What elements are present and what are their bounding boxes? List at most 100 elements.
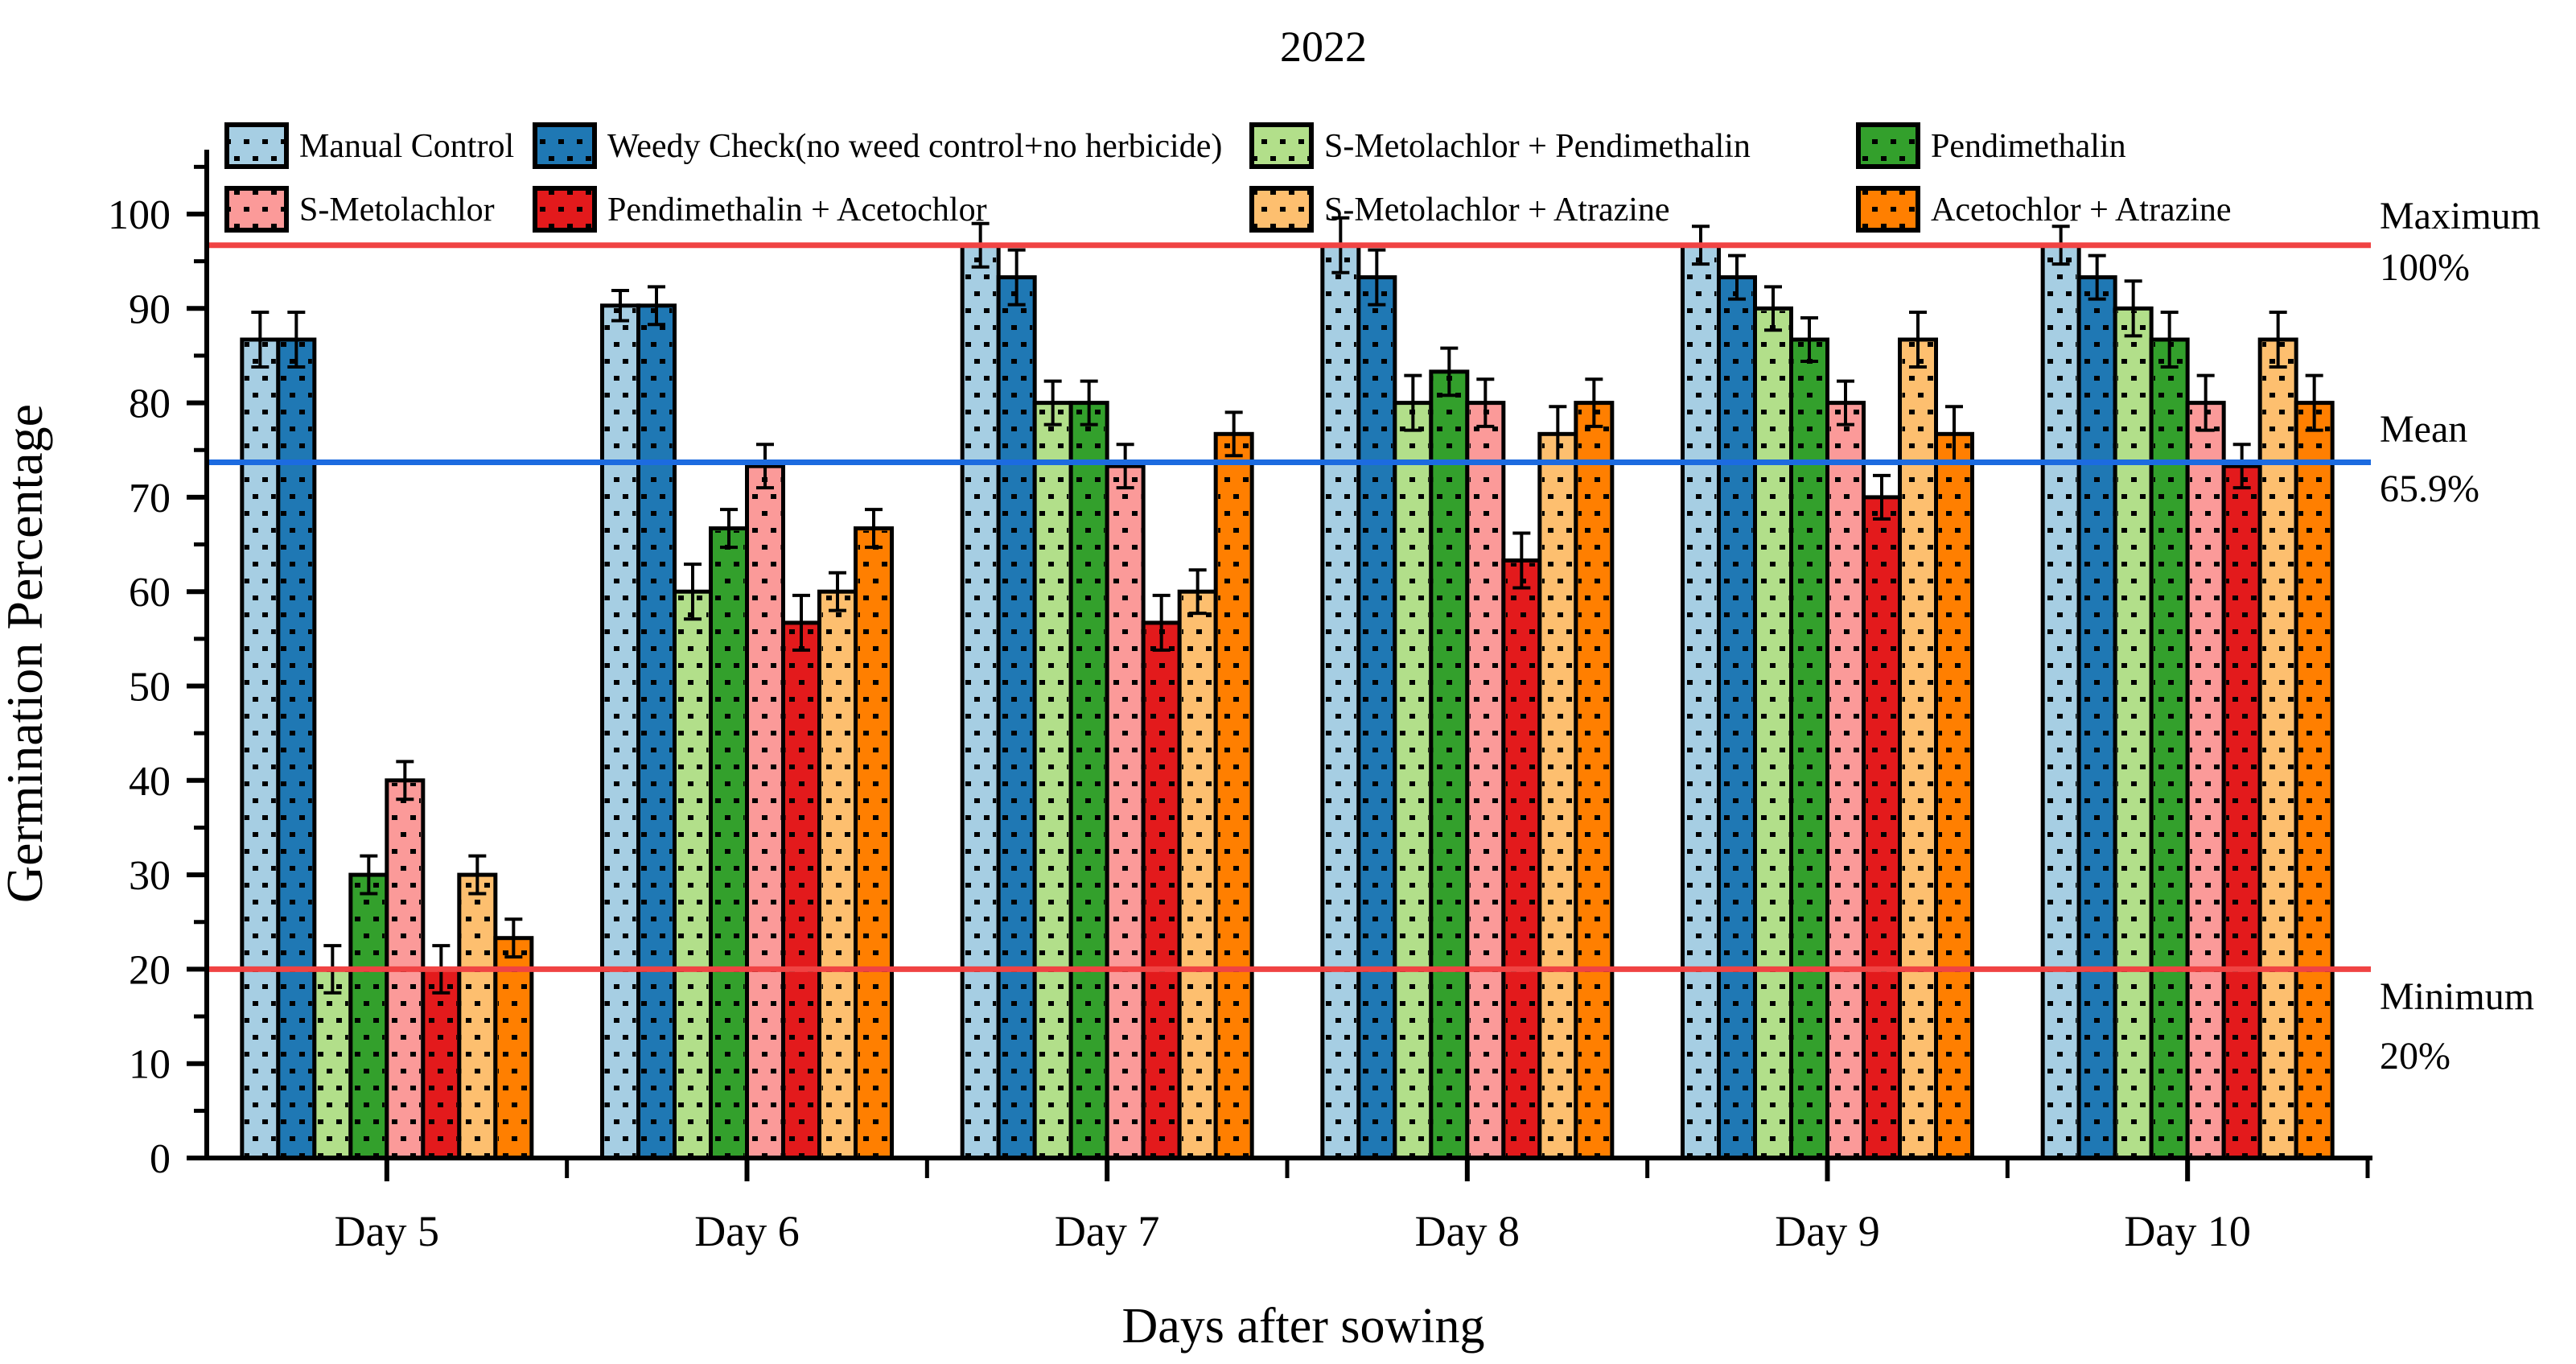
error-bar	[2269, 310, 2287, 369]
bar-pattern	[749, 468, 781, 1156]
error-bar	[287, 310, 306, 369]
legend-item: Pendimethalin	[1856, 122, 2126, 169]
error-bar	[2160, 310, 2179, 369]
bar-pattern	[1902, 342, 1934, 1156]
legend-item: Manual Control	[224, 122, 514, 169]
bar-pattern	[2298, 405, 2331, 1157]
bar-pattern	[965, 247, 997, 1157]
bar-group-day-8	[1320, 243, 1615, 1160]
bar-groups	[240, 243, 2335, 1160]
legend-item: Acetochlor + Atrazine	[1856, 186, 2232, 233]
bar-pattern	[2226, 468, 2258, 1156]
mean-value: 65.9%	[2380, 468, 2479, 510]
minimum-label: Minimum	[2380, 975, 2534, 1018]
error-bar	[504, 917, 523, 959]
bar-pattern	[244, 342, 276, 1156]
bar-pattern	[604, 307, 636, 1156]
error-bar	[1873, 473, 1891, 521]
legend-swatch-pattern	[537, 127, 592, 164]
legend-swatch-pattern	[229, 191, 284, 228]
axes: 0 10 20 30 40 50 60 70 80 90 100 Day 5 Day 6 Day 7 Day…	[108, 150, 2372, 1255]
legend-label: Pendimethalin + Acetochlor	[607, 192, 987, 229]
x-axis-title: Days after sowing	[1121, 1299, 1484, 1354]
error-bar	[2232, 443, 2251, 490]
error-bar	[1764, 285, 1782, 332]
error-bar	[1080, 379, 1098, 427]
error-bar	[2305, 373, 2323, 432]
bar-pattern	[1541, 436, 1574, 1156]
error-bar	[1909, 310, 1927, 369]
legend-swatch-pattern	[537, 191, 592, 228]
bar-pattern	[1001, 279, 1033, 1156]
error-bar	[2196, 373, 2215, 432]
bar-pattern	[1685, 247, 1717, 1157]
bar-pattern	[677, 594, 709, 1156]
legend-item: S-Metolachlor + Pendimethalin	[1249, 122, 1751, 169]
error-bar	[1585, 377, 1603, 428]
error-bar	[468, 854, 487, 896]
bar-group-day-10	[2040, 243, 2335, 1160]
bar-pattern	[2081, 279, 2113, 1156]
x-tick-label: Day 6	[694, 1207, 799, 1255]
y-tick-label: 90	[129, 286, 171, 332]
y-tick-label: 20	[129, 947, 171, 993]
legend-label: S-Metolachlor	[299, 192, 495, 229]
legend-label: Weedy Check(no weed control+no herbicide…	[607, 128, 1222, 165]
legend-label: Manual Control	[299, 128, 514, 165]
chart-title: 2022	[1280, 23, 1367, 71]
error-bar	[1728, 253, 1746, 301]
maximum-label: Maximum	[2380, 195, 2541, 237]
bar-pattern	[2190, 405, 2222, 1157]
legend-item: Pendimethalin + Acetochlor	[533, 186, 987, 233]
maximum-value: 100%	[2380, 246, 2470, 289]
error-bar	[1116, 443, 1134, 490]
error-bar	[865, 508, 883, 550]
error-bar	[829, 571, 846, 612]
bar-pattern	[2154, 342, 2186, 1156]
bar-pattern	[1793, 342, 1825, 1156]
bar-pattern	[425, 971, 457, 1156]
error-bar	[1152, 593, 1171, 652]
bar-pattern	[821, 594, 854, 1156]
bar-pattern	[1073, 405, 1105, 1157]
y-tick-label: 80	[129, 381, 171, 427]
y-axis-title: Germination Percentage	[0, 404, 53, 903]
error-bar	[1188, 568, 1207, 616]
legend-label: Acetochlor + Atrazine	[1931, 192, 2232, 229]
legend-swatch-pattern	[1861, 127, 1916, 164]
y-tick-label: 60	[129, 570, 171, 616]
bar-pattern	[1829, 405, 1862, 1157]
bar-pattern	[2045, 247, 2077, 1157]
reference-line-labels: Maximum 100% Mean 65.9% Minimum 20%	[2380, 195, 2541, 1078]
y-tick-label: 50	[129, 665, 171, 711]
error-bar	[1512, 531, 1531, 590]
bar-pattern	[280, 342, 312, 1156]
bar-pattern	[2117, 311, 2150, 1156]
bar-pattern	[858, 530, 890, 1156]
error-bar	[720, 508, 738, 550]
x-tick-label: Day 8	[1415, 1207, 1520, 1255]
bar-pattern	[1757, 311, 1789, 1156]
bar-pattern	[1866, 499, 1898, 1156]
bar-pattern	[1433, 373, 1465, 1156]
legend-label: Pendimethalin	[1931, 128, 2126, 165]
error-bar	[684, 562, 702, 621]
legend-swatch-pattern	[229, 127, 284, 164]
error-bars	[251, 216, 2323, 995]
x-tick-label: Day 10	[2124, 1207, 2250, 1255]
bar-pattern	[2262, 342, 2294, 1156]
bar-pattern	[352, 877, 385, 1156]
legend-swatch-pattern	[1254, 127, 1309, 164]
bar-pattern	[1182, 594, 1214, 1156]
error-bar	[251, 310, 270, 369]
error-bar	[1800, 316, 1818, 363]
bar-pattern	[1505, 562, 1537, 1156]
error-bar	[396, 760, 414, 802]
bar-pattern	[785, 624, 817, 1156]
legend-item: S-Metolachlor + Atrazine	[1249, 186, 1670, 233]
bar-group-day-9	[1681, 243, 1974, 1160]
error-bar	[2088, 253, 2106, 301]
y-tick-label: 30	[129, 853, 171, 899]
y-tick-label: 0	[150, 1136, 171, 1182]
y-tick-label: 70	[129, 476, 171, 521]
